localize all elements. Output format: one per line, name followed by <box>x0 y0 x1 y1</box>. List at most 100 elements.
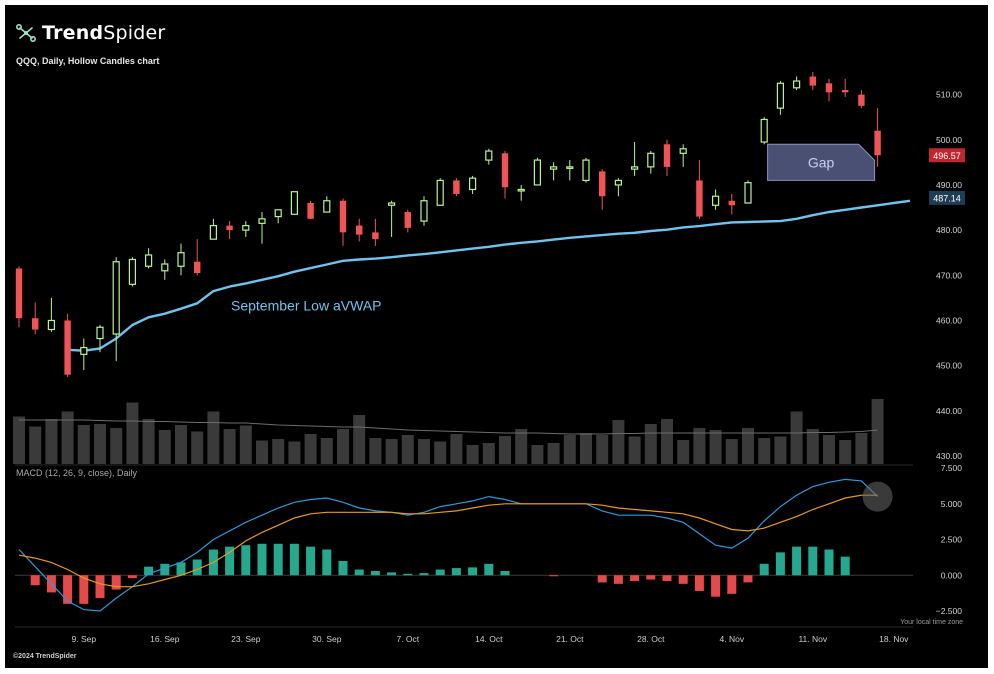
volume-bar <box>94 424 106 464</box>
volume-bar <box>774 436 787 464</box>
candle-body <box>96 326 104 340</box>
brand-name-bold: Trend <box>42 22 104 44</box>
volume-bar <box>110 428 123 464</box>
volume-bar <box>158 430 171 464</box>
volume-bar <box>304 434 317 464</box>
macd-histogram-bar <box>646 575 656 580</box>
candle-body <box>274 209 282 218</box>
price-tick-label: 480.00 <box>936 225 962 235</box>
volume-bar <box>839 440 852 464</box>
macd-tick-label: 7.500 <box>941 463 963 473</box>
chart-canvas[interactable]: September Low aVWAP Gap MACD (12, 26, 9,… <box>5 5 988 668</box>
candle-body <box>290 191 298 215</box>
candle-body <box>161 263 169 272</box>
volume-bar <box>531 445 544 464</box>
volume-bar <box>288 441 301 464</box>
avwap-line <box>67 199 911 352</box>
macd-histogram-bar <box>630 575 640 581</box>
candle-body <box>809 76 816 86</box>
gap-annotation-layer: Gap <box>767 143 876 181</box>
date-tick-label: 18. Nov <box>879 634 909 644</box>
volume-bar <box>580 433 592 464</box>
macd-histogram-bar <box>289 543 299 576</box>
price-label-box <box>929 148 965 163</box>
macd-histogram-bar <box>662 575 672 581</box>
macd-histogram-bar <box>225 546 235 576</box>
macd-histogram-bar <box>160 563 170 576</box>
volume-bar <box>61 411 74 464</box>
volume-bar <box>337 429 349 464</box>
candle-body <box>242 225 250 231</box>
macd-histogram-bar <box>824 549 834 576</box>
volume-bar <box>450 434 463 464</box>
macd-histogram-bar <box>144 566 154 576</box>
volume-bar <box>77 425 90 464</box>
macd-histogram-bar <box>79 575 89 604</box>
candle-body <box>825 83 833 93</box>
volume-bar <box>369 438 382 464</box>
candle-body <box>226 225 233 231</box>
macd-histogram-bar <box>727 575 737 594</box>
date-tick-label: 11. Nov <box>798 634 827 644</box>
volume-layer <box>13 399 884 464</box>
price-label-value: 487.14 <box>933 193 961 203</box>
signal-line <box>18 494 878 588</box>
candle-body <box>388 202 396 206</box>
macd-histogram-bar <box>306 546 316 576</box>
volume-bar <box>596 435 609 464</box>
macd-histogram-bar <box>95 575 105 599</box>
price-tick-label: 510.00 <box>936 90 962 100</box>
volume-bar <box>256 440 268 464</box>
candle-body <box>258 218 266 224</box>
candle-body <box>630 166 639 170</box>
candle-body <box>760 118 768 143</box>
price-tick-label: 450.00 <box>936 361 962 371</box>
volume-bar <box>871 399 884 464</box>
date-tick-label: 7. Oct <box>396 634 419 644</box>
local-time-zone-note: Your local time zone <box>900 619 963 626</box>
macd-histogram-bar <box>273 543 283 576</box>
candle-body <box>728 200 735 206</box>
candle-body <box>501 153 509 188</box>
macd-histogram-bar <box>354 569 364 576</box>
date-tick-label: 4. Nov <box>720 634 745 644</box>
candle-body <box>599 171 606 197</box>
gap-label: Gap <box>808 154 835 170</box>
candle-body <box>874 130 881 156</box>
macd-histogram-bar <box>435 569 445 576</box>
candle-body <box>112 261 120 335</box>
volume-bar <box>547 443 560 464</box>
crossover-highlight-marker <box>862 481 893 512</box>
macd-histogram-bar <box>759 563 769 576</box>
macd-histogram-bar <box>775 552 785 576</box>
candle-body <box>647 152 655 168</box>
date-tick-label: 14. Oct <box>475 634 503 644</box>
volume-bar <box>515 429 528 464</box>
volume-bar <box>823 435 835 464</box>
macd-tick-label: −2.500 <box>936 606 963 616</box>
candle-body <box>404 212 411 228</box>
date-tick-label: 16. Sep <box>150 634 180 644</box>
candle-body <box>453 180 460 194</box>
volume-bar <box>418 439 430 464</box>
volume-bar <box>126 402 139 464</box>
date-tick-label: 28. Oct <box>637 634 665 644</box>
macd-layer: MACD (12, 26, 9, close), Daily <box>16 468 893 612</box>
candle-body <box>177 252 185 267</box>
price-tick-label: 490.00 <box>936 180 962 190</box>
brand-name-light: Spider <box>103 22 166 44</box>
candle-body <box>711 195 720 206</box>
price-label-box <box>929 190 965 205</box>
macd-histogram-bar <box>338 560 348 576</box>
volume-bar <box>385 439 398 464</box>
volume-bar <box>790 411 803 464</box>
macd-histogram-bar <box>711 575 721 597</box>
volume-bar <box>806 429 819 464</box>
volume-bar <box>223 429 236 464</box>
candle-body <box>372 232 379 240</box>
candle-body <box>356 225 363 235</box>
macd-histogram-bar <box>808 546 818 576</box>
macd-histogram-bar <box>743 575 753 583</box>
candle-body <box>436 179 444 206</box>
macd-histogram-bar <box>322 549 332 576</box>
